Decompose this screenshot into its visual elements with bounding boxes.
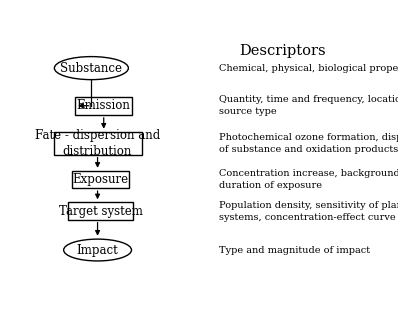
Text: Emission: Emission <box>77 99 131 112</box>
Text: Type and magnitude of impact: Type and magnitude of impact <box>219 245 371 255</box>
Text: Quantity, time and frequency, location,
source type: Quantity, time and frequency, location, … <box>219 95 398 116</box>
Text: Descriptors: Descriptors <box>239 44 326 58</box>
Text: Target system: Target system <box>59 205 142 218</box>
Text: Fate - dispersion and
distribution: Fate - dispersion and distribution <box>35 129 160 158</box>
Text: Photochemical ozone formation, dispersion,
of substance and oxidation products: Photochemical ozone formation, dispersio… <box>219 133 398 154</box>
Text: Population density, sensitivity of plant eco-
systems, concentration-effect curv: Population density, sensitivity of plant… <box>219 201 398 222</box>
Text: Concentration increase, background level,
duration of exposure: Concentration increase, background level… <box>219 169 398 190</box>
Text: Chemical, physical, biological properties: Chemical, physical, biological propertie… <box>219 64 398 73</box>
Text: Impact: Impact <box>77 243 119 256</box>
Text: Substance: Substance <box>60 62 123 75</box>
Text: Exposure: Exposure <box>72 173 129 186</box>
